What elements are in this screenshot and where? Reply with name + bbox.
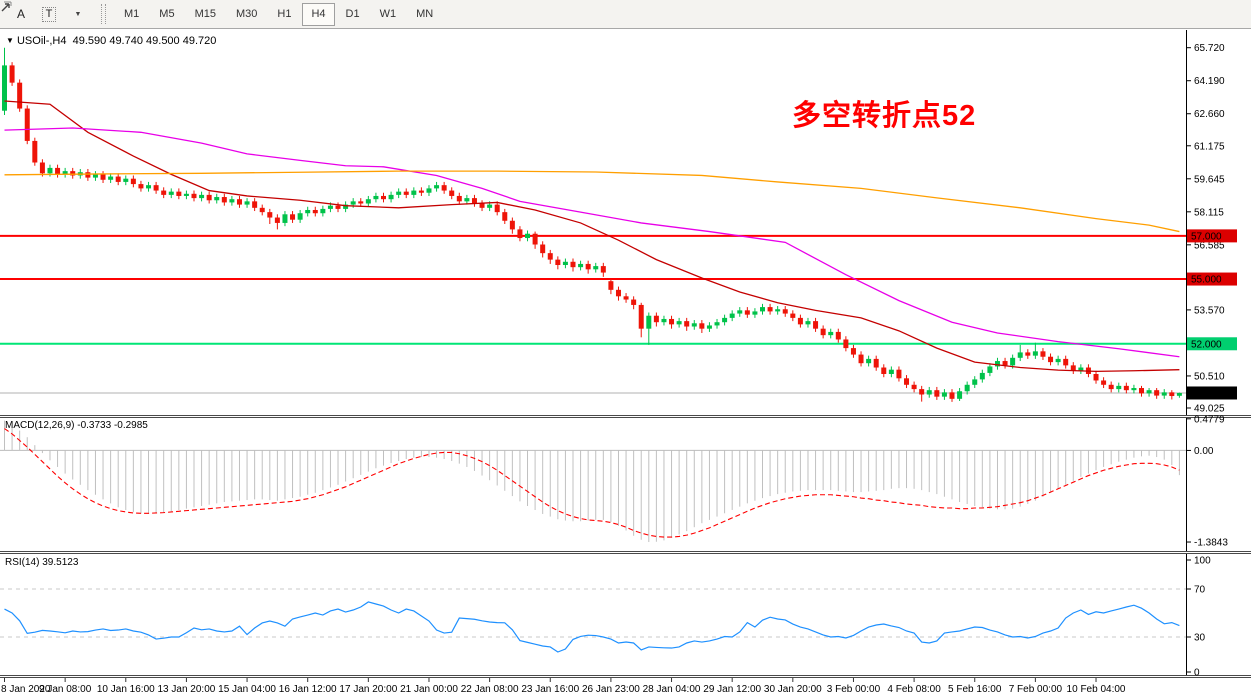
axis-tick-label: 64.190 [1194,76,1225,87]
timeframe-button-MN[interactable]: MN [416,8,434,20]
toolbar-grip[interactable] [101,4,106,24]
date-label: 30 Jan 20:00 [764,684,822,695]
date-label: 22 Jan 08:00 [461,684,519,695]
axis-tick-label: 56.585 [1194,240,1225,251]
axis-tick-label: 0.00 [1194,446,1214,457]
axis-tick-label: 49.025 [1194,403,1225,414]
ohlc-values: 49.590 49.740 49.500 49.720 [72,35,217,47]
axis-tick-label: 58.115 [1194,207,1224,218]
axis-tick-label: 30 [1194,632,1206,643]
date-label: 13 Jan 20:00 [158,684,216,695]
price-badge-label: 49.720 [1191,388,1222,399]
timeframe-button-M5[interactable]: M5 [159,8,175,20]
axis-tick-label: -1.3843 [1194,538,1228,549]
timeframe-button-M30[interactable]: M30 [235,8,258,20]
timeframe-button-H4[interactable]: H4 [302,2,335,26]
chevron-down-icon: ▼ [74,10,82,18]
annotation-text: 多空转折点52 [792,100,977,132]
axis-tick-label: 50.510 [1194,371,1225,382]
axis-tick-label: 53.570 [1194,305,1225,316]
date-label: 16 Jan 12:00 [279,684,337,695]
axis-tick-label: 62.660 [1194,109,1225,120]
date-label: 10 Feb 04:00 [1067,684,1126,695]
timeframe-toolbar: M1 M5 M15 M30 H1 H4 D1 W1 MN [114,0,443,28]
rsi-pane [0,588,1186,653]
rsi-line [4,601,1180,653]
timeframe-button-D1[interactable]: D1 [345,8,360,20]
price-badge-label: 57.000 [1191,231,1222,242]
arrows-tool-button[interactable]: ▼ [1,1,90,25]
date-label: 23 Jan 16:00 [521,684,579,695]
price-badge: 55.000 [1187,272,1237,286]
date-label: 4 Feb 08:00 [887,684,941,695]
date-label: 5 Feb 16:00 [948,684,1002,695]
macd-values: -0.3733 -0.2985 [77,420,148,431]
price-axis: 65.720 64.190 62.660 61.175 59.645 58.115 56.5… [1186,43,1237,679]
price-badge-label: 55.000 [1191,275,1222,286]
timeframe-button-H1[interactable]: H1 [277,8,292,20]
macd-histogram [4,420,1180,543]
triangle-down-icon: ▼ [6,36,14,45]
main-pane [0,47,1186,402]
text-tool-button[interactable]: T [36,3,62,25]
rsi-value: 39.5123 [42,557,79,568]
date-label: 26 Jan 23:00 [582,684,640,695]
axis-tick-label: 0.4779 [1194,414,1225,425]
timeframe-button-M1[interactable]: M1 [124,8,140,20]
price-badge: 52.000 [1187,337,1237,351]
timeframe-button-M15[interactable]: M15 [194,8,216,20]
ma-slow-line [4,170,1180,233]
text-tool-icon: T [41,6,57,22]
pane-separator[interactable] [0,551,1251,554]
ma-mid-line [4,127,1180,358]
axis-tick-label: 70 [1194,584,1206,595]
label-tool-button[interactable]: A [8,3,34,25]
price-badge-label: 52.000 [1191,339,1222,350]
macd-label: MACD(12,26,9) -0.3733 -0.2985 [5,420,148,431]
horizontal-lines [0,234,1186,345]
axis-tick-label: 0 [1194,668,1200,679]
date-label: 28 Jan 04:00 [643,684,701,695]
axis-tick-label: 100 [1194,556,1211,567]
symbol-period: USOil-,H4 [16,35,67,47]
pane-separator[interactable] [0,415,1251,418]
macd-pane [0,420,1186,543]
price-badge: 49.720 [1187,386,1237,400]
axis-tick-label: 65.720 [1194,43,1225,54]
ma-fast-line [4,100,1180,373]
date-label: 8 Jan 2020 [1,684,51,695]
toolbar: A T ▼ M1 M5 M15 M30 H1 H4 D1 W1 MN [0,0,1251,29]
candlesticks [2,47,1182,402]
date-label: 3 Feb 00:00 [827,684,881,695]
frame [0,30,1251,678]
date-label: 10 Jan 16:00 [97,684,155,695]
pane-separator[interactable] [0,675,1251,678]
macd-signal-line [4,428,1180,538]
rsi-label: RSI(14) 39.5123 [5,557,79,568]
date-label: 21 Jan 00:00 [400,684,458,695]
date-label: 29 Jan 12:00 [703,684,761,695]
date-label: 9 Jan 08:00 [39,684,92,695]
price-badge: 57.000 [1187,229,1237,243]
arrows-icon [1,1,12,12]
date-label: 7 Feb 00:00 [1009,684,1063,695]
axis-tick-label: 59.645 [1194,174,1225,185]
axis-tick-label: 61.175 [1194,141,1225,152]
date-label: 17 Jan 20:00 [339,684,397,695]
date-label: 15 Jan 04:00 [218,684,276,695]
timeframe-button-W1[interactable]: W1 [379,8,397,20]
symbol-quote: ▼ USOil-,H4 49.590 49.740 49.500 49.720 [6,35,216,47]
